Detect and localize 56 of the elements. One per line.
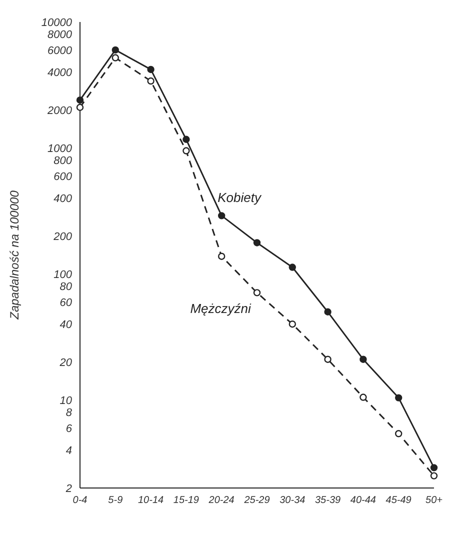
y-tick-label: 60 [60, 296, 73, 309]
y-tick-label: 100 [54, 268, 73, 281]
y-tick-label: 8 [66, 407, 73, 420]
point [147, 77, 154, 85]
y-tick-label: 4 [66, 444, 72, 457]
y-tick-label: 1000 [48, 142, 73, 155]
point [430, 472, 438, 480]
point [182, 136, 190, 143]
y-axis-title: Zapadalność na 100000 [7, 190, 22, 320]
x-tick-label: 45-49 [386, 495, 412, 506]
point [288, 320, 296, 328]
point [218, 252, 226, 260]
point [360, 394, 367, 401]
point [182, 147, 190, 154]
point [112, 46, 119, 54]
point [253, 239, 261, 246]
y-tick-label: 4000 [48, 67, 73, 80]
point [430, 464, 438, 472]
y-tick-label: 80 [60, 281, 73, 294]
point [76, 96, 84, 104]
point [395, 430, 402, 438]
y-tick-label: 400 [54, 193, 73, 206]
y-tick-label: 6000 [48, 44, 73, 57]
point [395, 394, 402, 402]
x-tick-label: 40-44 [350, 495, 376, 506]
point [253, 289, 261, 296]
x-tick-label: 30-34 [280, 495, 306, 506]
x-tick-label: 35-39 [315, 495, 342, 506]
point [218, 212, 226, 220]
series-label: Kobiety [218, 190, 261, 205]
y-tick-label: 10000 [41, 16, 73, 29]
x-tick-label: 10-14 [138, 495, 164, 506]
point [147, 66, 154, 74]
y-tick-label: 40 [60, 319, 73, 331]
y-tick-label: 200 [52, 230, 73, 243]
point [112, 54, 119, 62]
point [324, 308, 332, 316]
y-tick-label: 6 [66, 422, 73, 435]
x-tick-label: 50+ [426, 495, 443, 506]
x-tick-label: 0-4 [72, 495, 88, 506]
point [360, 356, 367, 363]
y-tick-label: 8000 [48, 29, 73, 42]
y-tick-label: 10 [60, 394, 73, 407]
point [76, 104, 84, 111]
series-label: Mężczyźni [190, 300, 251, 316]
y-tick-label: 2000 [46, 104, 73, 117]
point [324, 356, 332, 363]
point [288, 264, 296, 271]
y-tick-label: 600 [54, 170, 73, 183]
x-tick-label: 5-9 [108, 495, 124, 506]
x-tick-label: 25-29 [243, 495, 270, 506]
x-tick-label: 15-19 [173, 495, 200, 506]
x-tick-label: 20-24 [208, 495, 235, 506]
y-tick-label: 2 [64, 482, 72, 495]
y-tick-label: 20 [58, 356, 73, 369]
y-tick-label: 800 [54, 155, 73, 168]
